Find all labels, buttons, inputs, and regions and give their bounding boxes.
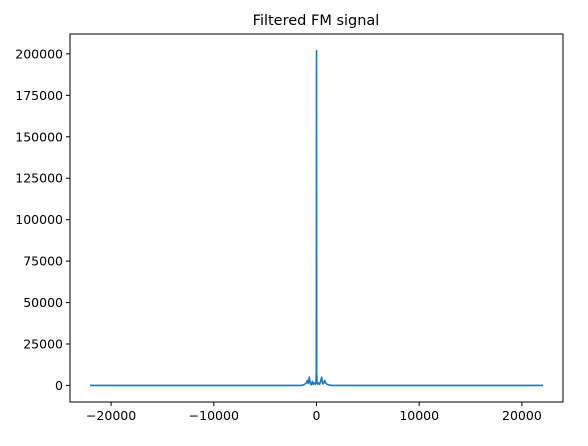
- x-axis: −20000 −10000 0 10000 20000: [86, 402, 542, 423]
- x-tick-label: 20000: [502, 408, 542, 423]
- y-tick-label: 125000: [15, 171, 63, 186]
- series-group: [90, 51, 543, 386]
- x-tick-label: 10000: [399, 408, 439, 423]
- y-tick-label: 25000: [23, 336, 63, 351]
- y-tick-label: 200000: [15, 46, 63, 61]
- y-tick-label: 50000: [23, 295, 63, 310]
- y-axis: 0 25000 50000 75000 100000 125000 150000 175000…: [15, 46, 70, 393]
- x-tick-label: −10000: [189, 408, 239, 423]
- y-tick-label: 75000: [23, 254, 63, 269]
- x-tick-label: −20000: [86, 408, 136, 423]
- y-tick-label: 0: [55, 378, 63, 393]
- series-line: [90, 51, 543, 386]
- y-tick-label: 175000: [15, 88, 63, 103]
- y-tick-label: 100000: [15, 212, 63, 227]
- y-tick-label: 150000: [15, 129, 63, 144]
- chart-title: Filtered FM signal: [253, 13, 380, 29]
- x-tick-label: 0: [313, 408, 321, 423]
